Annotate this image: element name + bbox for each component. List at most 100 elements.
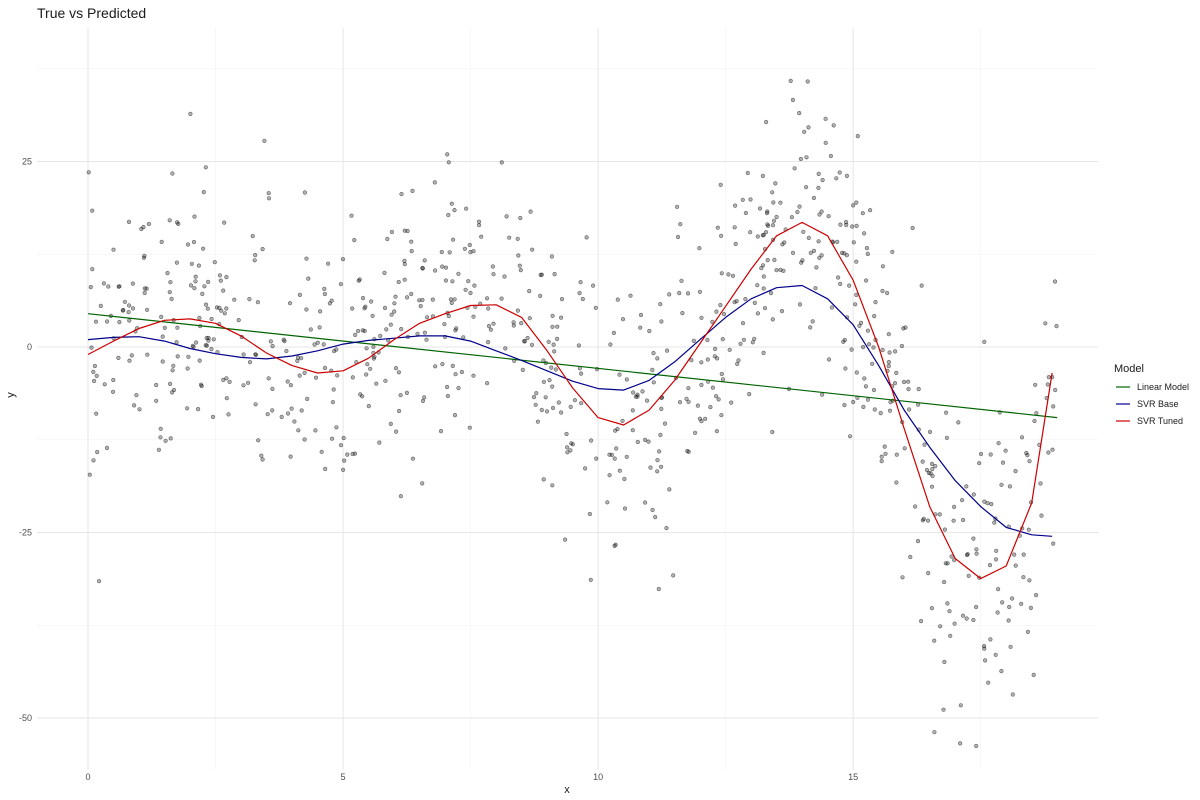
scatter-point: [91, 378, 97, 384]
scatter-point: [106, 284, 111, 289]
scatter-point: [120, 308, 125, 313]
scatter-point: [691, 338, 697, 344]
scatter-point: [981, 643, 987, 649]
scatter-point: [861, 231, 867, 236]
legend-label: SVR Tuned: [1137, 416, 1183, 426]
scatter-point: [838, 222, 843, 227]
scatter-point: [884, 290, 890, 296]
legend-label: Linear Model: [1137, 382, 1189, 392]
scatter-point: [92, 363, 97, 369]
y-tick-label: 0: [27, 342, 32, 352]
scatter-point: [993, 557, 999, 562]
scatter-point: [446, 160, 451, 165]
scatter-point: [932, 730, 937, 735]
scatter-point: [503, 346, 508, 351]
scatter-point: [1007, 484, 1013, 489]
scatter-point: [525, 335, 530, 341]
scatter-point: [517, 263, 522, 268]
scatter-point: [204, 343, 209, 348]
scatter-point: [445, 152, 450, 157]
scatter-point: [695, 403, 701, 408]
scatter-point: [664, 348, 670, 353]
scatter-point: [678, 222, 683, 227]
scatter-point: [820, 178, 825, 183]
scatter-point: [640, 389, 645, 394]
scatter-point: [770, 429, 775, 435]
scatter-point: [710, 319, 715, 325]
scatter-point: [1010, 692, 1015, 697]
scatter-point: [778, 200, 783, 205]
scatter-point: [565, 450, 570, 455]
scatter-point: [843, 366, 848, 371]
scatter-point: [901, 326, 906, 331]
chart-title: True vs Predicted: [37, 5, 146, 21]
scatter-point: [224, 396, 229, 401]
scatter-point: [139, 226, 144, 232]
scatter-point: [862, 376, 867, 381]
scatter-point: [658, 302, 663, 307]
scatter-point: [420, 297, 425, 303]
scatter-point: [763, 230, 769, 235]
y-axis-title: y: [5, 392, 17, 398]
scatter-point: [730, 273, 736, 278]
scatter-point: [578, 371, 584, 376]
scatter-point: [1013, 563, 1018, 568]
scatter-point: [122, 299, 127, 304]
scatter-point: [789, 215, 795, 220]
scatter-point: [295, 358, 300, 364]
scatter-point: [221, 288, 226, 293]
scatter-point: [305, 396, 310, 402]
scatter-point: [930, 467, 935, 472]
x-tick-label: 0: [86, 772, 91, 782]
scatter-point: [949, 554, 954, 559]
scatter-point: [1051, 404, 1056, 409]
scatter-point: [329, 298, 334, 303]
scatter-point: [644, 398, 650, 403]
ticks-layer: 0 5 10 15 -50 -25 0 25: [19, 157, 858, 782]
scatter-point: [582, 466, 588, 471]
scatter-point: [887, 350, 892, 355]
scatter-point: [558, 410, 564, 415]
scatter-point: [733, 241, 738, 246]
scatter-point: [568, 404, 573, 410]
scatter-point: [402, 277, 407, 282]
scatter-point: [1046, 450, 1051, 455]
scatter-point: [679, 278, 684, 283]
scatter-point: [409, 291, 414, 297]
scatter-point: [699, 419, 704, 424]
scatter-point: [699, 382, 704, 388]
scatter-point: [527, 289, 532, 294]
scatter-point: [304, 256, 309, 261]
scatter-point: [863, 278, 869, 283]
scatter-point: [519, 321, 524, 326]
scatter-point: [1054, 324, 1059, 329]
scatter-point: [828, 153, 834, 159]
scatter-point: [338, 282, 344, 287]
scatter-point: [468, 290, 473, 296]
scatter-point: [461, 335, 466, 340]
scatter-point: [943, 410, 949, 415]
scatter-point: [710, 385, 716, 390]
scatter-point: [402, 228, 407, 233]
scatter-point: [145, 352, 150, 357]
scatter-point: [433, 364, 438, 369]
scatter-point: [920, 518, 925, 523]
scatter-point: [689, 358, 694, 363]
scatter-point: [345, 452, 350, 457]
scatter-point: [252, 258, 257, 263]
scatter-point: [201, 246, 206, 251]
scatter-point: [515, 236, 520, 241]
scatter-point: [175, 325, 180, 330]
scatter-point: [648, 465, 653, 470]
scatter-point: [933, 464, 938, 469]
scatter-point: [168, 436, 173, 441]
scatter-point: [667, 292, 672, 297]
scatter-point: [378, 333, 383, 339]
scatter-point: [550, 483, 555, 488]
scatter-point: [222, 311, 227, 316]
scatter-point: [96, 579, 102, 584]
scatter-point: [795, 209, 800, 215]
scatter-point: [247, 360, 253, 365]
scatter-point: [352, 238, 357, 243]
scatter-point: [994, 548, 999, 553]
